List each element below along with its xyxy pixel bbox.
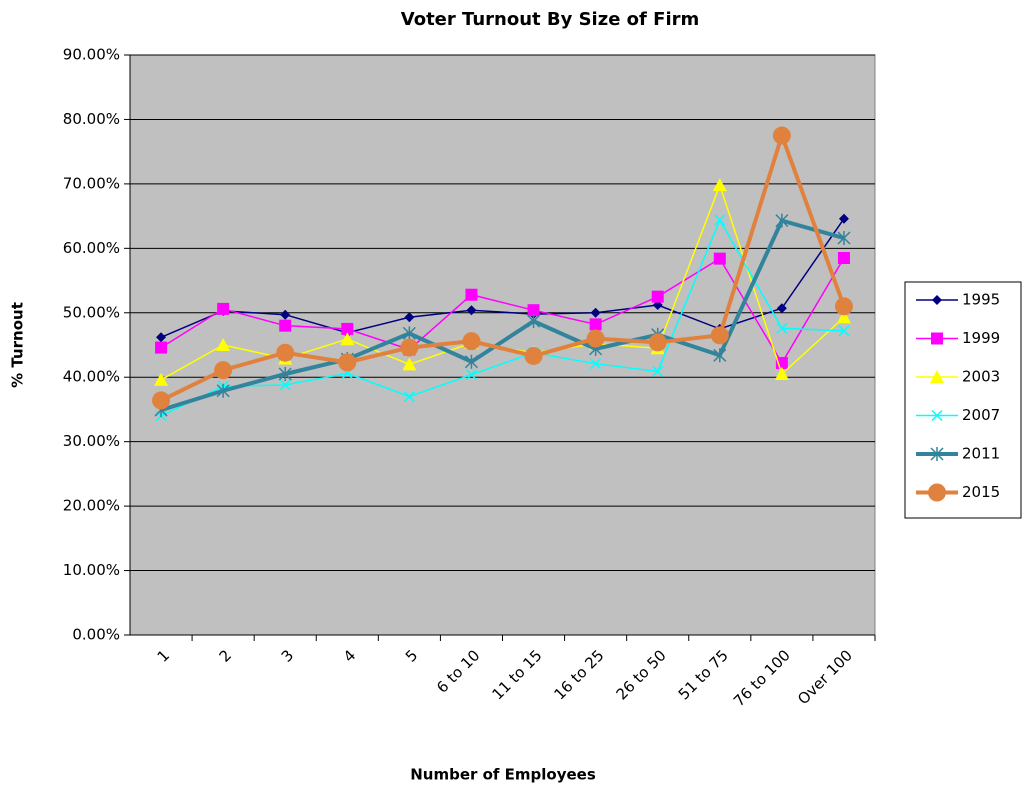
marker: [279, 379, 291, 391]
marker: [589, 318, 602, 331]
y-tick-label: 40.00%: [63, 368, 120, 386]
x-tick-label: 1: [154, 646, 173, 665]
marker: [341, 322, 354, 335]
legend-label: 2011: [962, 445, 1000, 463]
marker: [838, 213, 849, 224]
series: [155, 214, 850, 422]
marker: [527, 314, 541, 329]
marker: [466, 305, 477, 316]
marker: [834, 297, 853, 316]
marker: [214, 361, 233, 380]
marker: [772, 126, 791, 145]
marker: [928, 483, 946, 502]
x-tick-label: 16 to 25: [551, 646, 608, 703]
y-axis-label: % Turnout: [9, 302, 27, 388]
marker: [837, 231, 851, 246]
series-line: [160, 218, 845, 338]
marker: [403, 391, 415, 403]
legend-label: 1995: [962, 291, 1000, 309]
y-tick-label: 70.00%: [63, 174, 120, 192]
marker: [838, 325, 850, 337]
legend-label: 1999: [962, 329, 1000, 347]
series: [152, 126, 853, 410]
chart-title: Voter Turnout By Size of Firm: [401, 9, 700, 30]
marker: [775, 213, 789, 228]
x-tick-label: 11 to 15: [488, 646, 545, 703]
x-tick-label: 3: [278, 646, 297, 665]
marker: [776, 322, 788, 334]
marker: [280, 309, 291, 320]
marker: [276, 343, 295, 362]
y-tick-label: 60.00%: [63, 239, 120, 257]
marker: [216, 338, 231, 351]
marker: [524, 346, 543, 365]
series-line: [160, 218, 844, 417]
marker: [930, 447, 944, 461]
marker: [465, 288, 478, 301]
marker: [712, 178, 727, 192]
marker: [774, 367, 789, 380]
marker: [648, 333, 667, 352]
marker: [400, 338, 419, 357]
x-tick-label: 26 to 50: [613, 646, 670, 703]
marker: [713, 348, 727, 363]
marker: [156, 332, 167, 343]
legend-label: 2003: [962, 368, 1000, 386]
series-line: [160, 129, 846, 403]
marker: [714, 214, 726, 226]
y-tick-label: 80.00%: [63, 110, 120, 128]
marker: [931, 409, 943, 422]
marker: [340, 332, 355, 346]
marker: [338, 353, 357, 372]
marker: [154, 372, 169, 386]
y-tick-label: 30.00%: [63, 432, 120, 450]
marker: [216, 383, 230, 398]
marker: [651, 290, 664, 303]
marker: [713, 252, 726, 265]
marker: [152, 391, 171, 410]
legend-label: 2015: [962, 483, 1000, 501]
marker: [590, 307, 601, 318]
x-tick-label: 6 to 10: [433, 646, 483, 696]
marker: [155, 341, 168, 354]
y-tick-label: 10.00%: [63, 561, 120, 579]
marker: [836, 310, 851, 324]
y-tick-label: 0.00%: [72, 626, 120, 644]
marker: [402, 326, 416, 341]
marker: [278, 367, 292, 381]
marker: [710, 326, 729, 345]
legend: [904, 281, 1022, 519]
marker: [465, 369, 477, 381]
marker: [402, 357, 417, 371]
marker: [404, 312, 415, 323]
marker: [462, 332, 481, 351]
marker: [932, 295, 942, 305]
marker: [217, 302, 230, 315]
marker: [590, 358, 602, 370]
marker: [652, 365, 664, 377]
marker: [776, 303, 787, 314]
marker: [837, 252, 850, 264]
series-line: [160, 257, 845, 365]
x-axis-label: Number of Employees: [410, 766, 596, 784]
marker: [931, 332, 943, 345]
y-tick-label: 90.00%: [63, 46, 120, 64]
x-tick-label: 76 to 100: [730, 646, 794, 710]
marker: [586, 329, 605, 348]
y-tick-label: 50.00%: [63, 303, 120, 321]
x-tick-label: Over 100: [794, 646, 856, 708]
x-tick-label: 2: [216, 646, 235, 665]
series-line: [160, 218, 845, 412]
marker: [464, 354, 478, 369]
x-tick-label: 51 to 75: [675, 646, 732, 703]
marker: [930, 370, 944, 383]
y-tick-label: 20.00%: [63, 497, 120, 515]
plot-area: [129, 54, 876, 636]
x-tick-label: 4: [340, 646, 359, 665]
marker: [279, 319, 292, 332]
marker: [527, 304, 540, 317]
x-tick-label: 5: [402, 646, 421, 665]
legend-label: 2007: [962, 406, 1000, 424]
